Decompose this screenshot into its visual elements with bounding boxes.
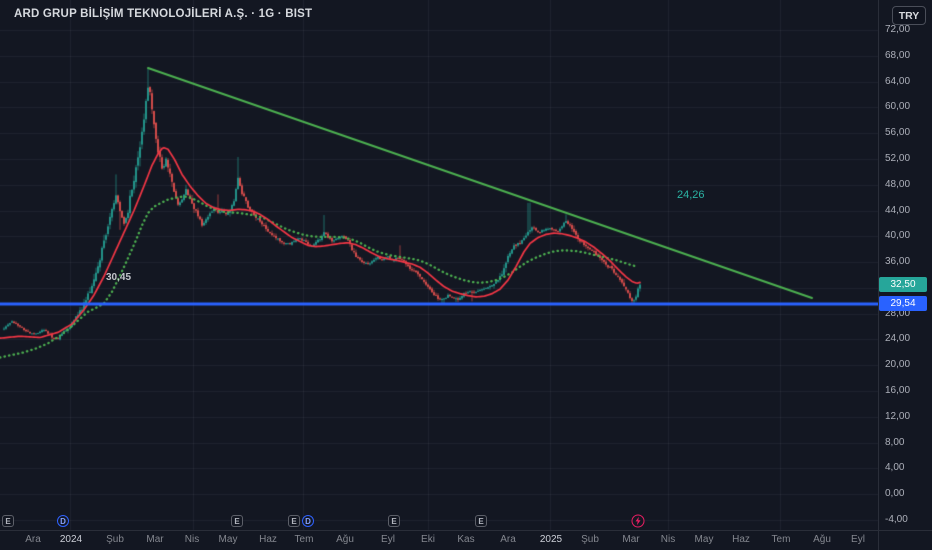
trendline-value-label: 24,26 xyxy=(677,189,705,201)
time-tick-month: Ara xyxy=(500,534,516,545)
price-tick: 28,00 xyxy=(885,307,911,319)
price-tick: 60,00 xyxy=(885,101,911,113)
time-tick-month: Nis xyxy=(660,534,676,545)
dividend-icon[interactable]: D xyxy=(302,515,314,527)
earnings-icon[interactable]: E xyxy=(288,515,300,527)
earnings-icon[interactable]: E xyxy=(2,515,14,527)
time-tick-month: Ağu xyxy=(813,534,831,545)
earnings-icon[interactable]: E xyxy=(388,515,400,527)
price-note-label: 30,45 xyxy=(106,272,132,283)
price-tick: 16,00 xyxy=(885,385,911,397)
earnings-icon[interactable]: E xyxy=(231,515,243,527)
time-tick-month: Nis xyxy=(184,534,200,545)
price-tick: 36,00 xyxy=(885,256,911,268)
horizontal-line-price-label: 29,54 xyxy=(879,296,927,312)
time-tick-month: Tem xyxy=(771,534,791,545)
time-tick-month: Eyl xyxy=(381,534,395,545)
price-tick: 8,00 xyxy=(885,436,905,448)
price-tick: 52,00 xyxy=(885,152,911,164)
time-tick-month: Haz xyxy=(259,534,277,545)
lightning-icon[interactable] xyxy=(631,514,645,528)
time-tick-month: May xyxy=(218,534,238,545)
price-tick: 0,00 xyxy=(885,488,905,500)
price-tick: 48,00 xyxy=(885,178,911,190)
price-tick: 4,00 xyxy=(885,462,905,474)
price-tick: 40,00 xyxy=(885,230,911,242)
price-tick: -4,00 xyxy=(885,513,908,525)
time-tick-month: May xyxy=(694,534,714,545)
time-tick-month: Kas xyxy=(457,534,475,545)
time-tick-month: Mar xyxy=(146,534,164,545)
price-tick: 64,00 xyxy=(885,75,911,87)
price-tick: 56,00 xyxy=(885,127,911,139)
price-tick: 72,00 xyxy=(885,24,911,35)
time-tick-year: 2025 xyxy=(539,534,563,545)
earnings-icon[interactable]: E xyxy=(475,515,487,527)
time-tick-month: Şub xyxy=(106,534,124,545)
symbol-title: ARD GRUP BİLİŞİM TEKNOLOJİLERİ A.Ş. · 1G… xyxy=(14,8,313,20)
price-tick: 20,00 xyxy=(885,359,911,371)
time-tick-month: Ağu xyxy=(336,534,354,545)
price-axis-border xyxy=(878,0,879,550)
price-tick: 12,00 xyxy=(885,410,911,422)
price-tick: 68,00 xyxy=(885,49,911,61)
last-price-label: 32,50 xyxy=(879,277,927,293)
time-tick-month: Haz xyxy=(732,534,750,545)
time-tick-month: Tem xyxy=(294,534,314,545)
time-tick-year: 2024 xyxy=(59,534,83,545)
currency-toggle-button[interactable]: TRY xyxy=(892,6,926,25)
dividend-icon[interactable]: D xyxy=(57,515,69,527)
price-tick: 24,00 xyxy=(885,333,911,345)
time-tick-month: Şub xyxy=(581,534,599,545)
price-tick: 44,00 xyxy=(885,204,911,216)
time-tick-month: Eyl xyxy=(851,534,865,545)
time-axis-border xyxy=(0,530,932,531)
time-tick-month: Ara xyxy=(25,534,41,545)
time-tick-month: Mar xyxy=(622,534,640,545)
time-tick-month: Eki xyxy=(421,534,435,545)
